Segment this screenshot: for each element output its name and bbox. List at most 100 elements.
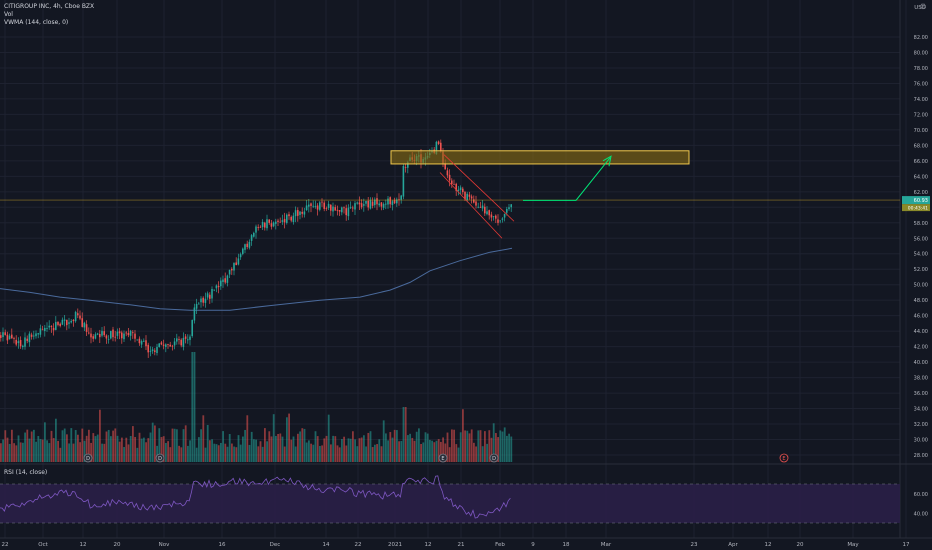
rsi-tick-label: 40.00	[914, 511, 928, 517]
candle-body	[184, 336, 187, 339]
volume-bar	[327, 414, 330, 462]
candle-body	[66, 319, 68, 326]
volume-bar	[343, 436, 345, 462]
candle-body	[33, 335, 35, 337]
volume-bar	[8, 443, 11, 462]
price-tick-label: 40.00	[914, 360, 928, 366]
last-price-text: 60.93	[914, 198, 928, 204]
price-tick-label: 80.00	[914, 50, 928, 56]
symbol-title[interactable]: CITIGROUP INC, 4h, Cboe BZX	[4, 3, 95, 10]
candle-body	[171, 345, 174, 347]
candle-body	[352, 207, 354, 209]
volume-bar	[50, 430, 53, 462]
vwma-legend[interactable]: VWMA (144, close, 0)	[4, 19, 69, 26]
volume-bar	[173, 428, 176, 462]
earnings-marker[interactable]: E	[438, 453, 448, 463]
candle-body	[281, 220, 284, 222]
time-axis: 22 Oct 12 20 Nov 16 Dec 14 22 2021 12 21 Feb 9 18 Mar 23…	[2, 542, 910, 548]
volume-bar	[6, 437, 9, 462]
candle-body	[448, 174, 451, 181]
candle-body	[30, 334, 33, 337]
candle-body	[277, 220, 279, 222]
volume-bar	[228, 433, 231, 462]
candle-body	[147, 344, 149, 353]
volume-bar	[154, 425, 156, 462]
candle-body	[193, 307, 196, 321]
candle-body	[110, 330, 112, 339]
settings-icon[interactable]: ⚙	[919, 2, 927, 11]
volume-bar	[162, 436, 165, 462]
candle-body	[48, 325, 50, 328]
candle-body	[173, 341, 176, 346]
volume-bar	[477, 430, 480, 462]
volume-bar	[312, 444, 315, 462]
volume-bar	[501, 431, 504, 462]
candle-body	[336, 209, 339, 211]
candle-body	[253, 232, 255, 237]
volume-bar	[85, 435, 88, 462]
channel-upper	[443, 154, 515, 222]
volume-bar	[255, 439, 257, 462]
volume-bar	[303, 428, 306, 462]
candle-body	[239, 254, 242, 258]
volume-legend[interactable]: Vol	[4, 11, 13, 18]
candle-body	[468, 194, 471, 197]
volume-bar	[145, 442, 147, 462]
dividend-marker[interactable]: D	[83, 453, 93, 463]
volume-bar	[413, 440, 416, 462]
candle-body	[459, 187, 462, 191]
candle-body	[61, 319, 64, 325]
price-tick-label: 70.00	[914, 128, 928, 134]
time-tick-label: 23	[691, 542, 698, 548]
candle-body	[136, 339, 138, 341]
candle-body	[200, 298, 202, 303]
candle-body	[325, 208, 328, 209]
candle-body	[407, 162, 409, 168]
candle-body	[455, 183, 457, 191]
volume-bar	[382, 420, 385, 462]
candle-body	[490, 214, 493, 218]
candle-body	[160, 342, 163, 345]
candle-body	[484, 206, 486, 214]
dividend-marker[interactable]: D	[489, 453, 499, 463]
price-tick-label: 72.00	[914, 112, 928, 118]
volume-bar	[79, 442, 81, 462]
volume-bar	[101, 443, 103, 462]
candle-body	[321, 201, 323, 203]
earnings-marker[interactable]: E	[779, 453, 789, 463]
volume-bar	[499, 430, 502, 462]
candle-body	[248, 241, 251, 248]
candle-body	[288, 214, 290, 217]
candle-body	[495, 215, 497, 219]
candle-body	[226, 275, 229, 283]
price-tick-label: 38.00	[914, 376, 928, 382]
candle-body	[2, 332, 4, 338]
volume-bar	[167, 441, 169, 462]
candle-body	[371, 201, 374, 206]
volume-bar	[448, 447, 451, 462]
volume-bar	[371, 447, 374, 462]
rsi-legend[interactable]: RSI (14, close)	[4, 469, 48, 476]
volume-bar	[338, 447, 341, 462]
volume-bar	[290, 439, 293, 462]
volume-bar	[15, 445, 18, 462]
volume-bar	[11, 429, 13, 462]
volume-bar	[385, 433, 387, 462]
candle-body	[369, 200, 372, 209]
candle-body	[286, 214, 288, 223]
volume-bar	[492, 423, 495, 462]
volume-bar	[389, 432, 392, 462]
candle-body	[59, 323, 61, 326]
price-tick-label: 56.00	[914, 236, 928, 242]
volume-bar	[486, 443, 488, 462]
volume-bar	[451, 429, 453, 462]
volume-bar	[22, 442, 24, 462]
rsi-line	[0, 475, 511, 519]
volume-bar	[468, 433, 471, 462]
volume-bar	[143, 437, 145, 462]
candle-body	[107, 338, 110, 340]
candle-body	[501, 218, 504, 220]
volume-bar	[506, 435, 508, 462]
dividend-marker[interactable]: D	[155, 453, 165, 463]
